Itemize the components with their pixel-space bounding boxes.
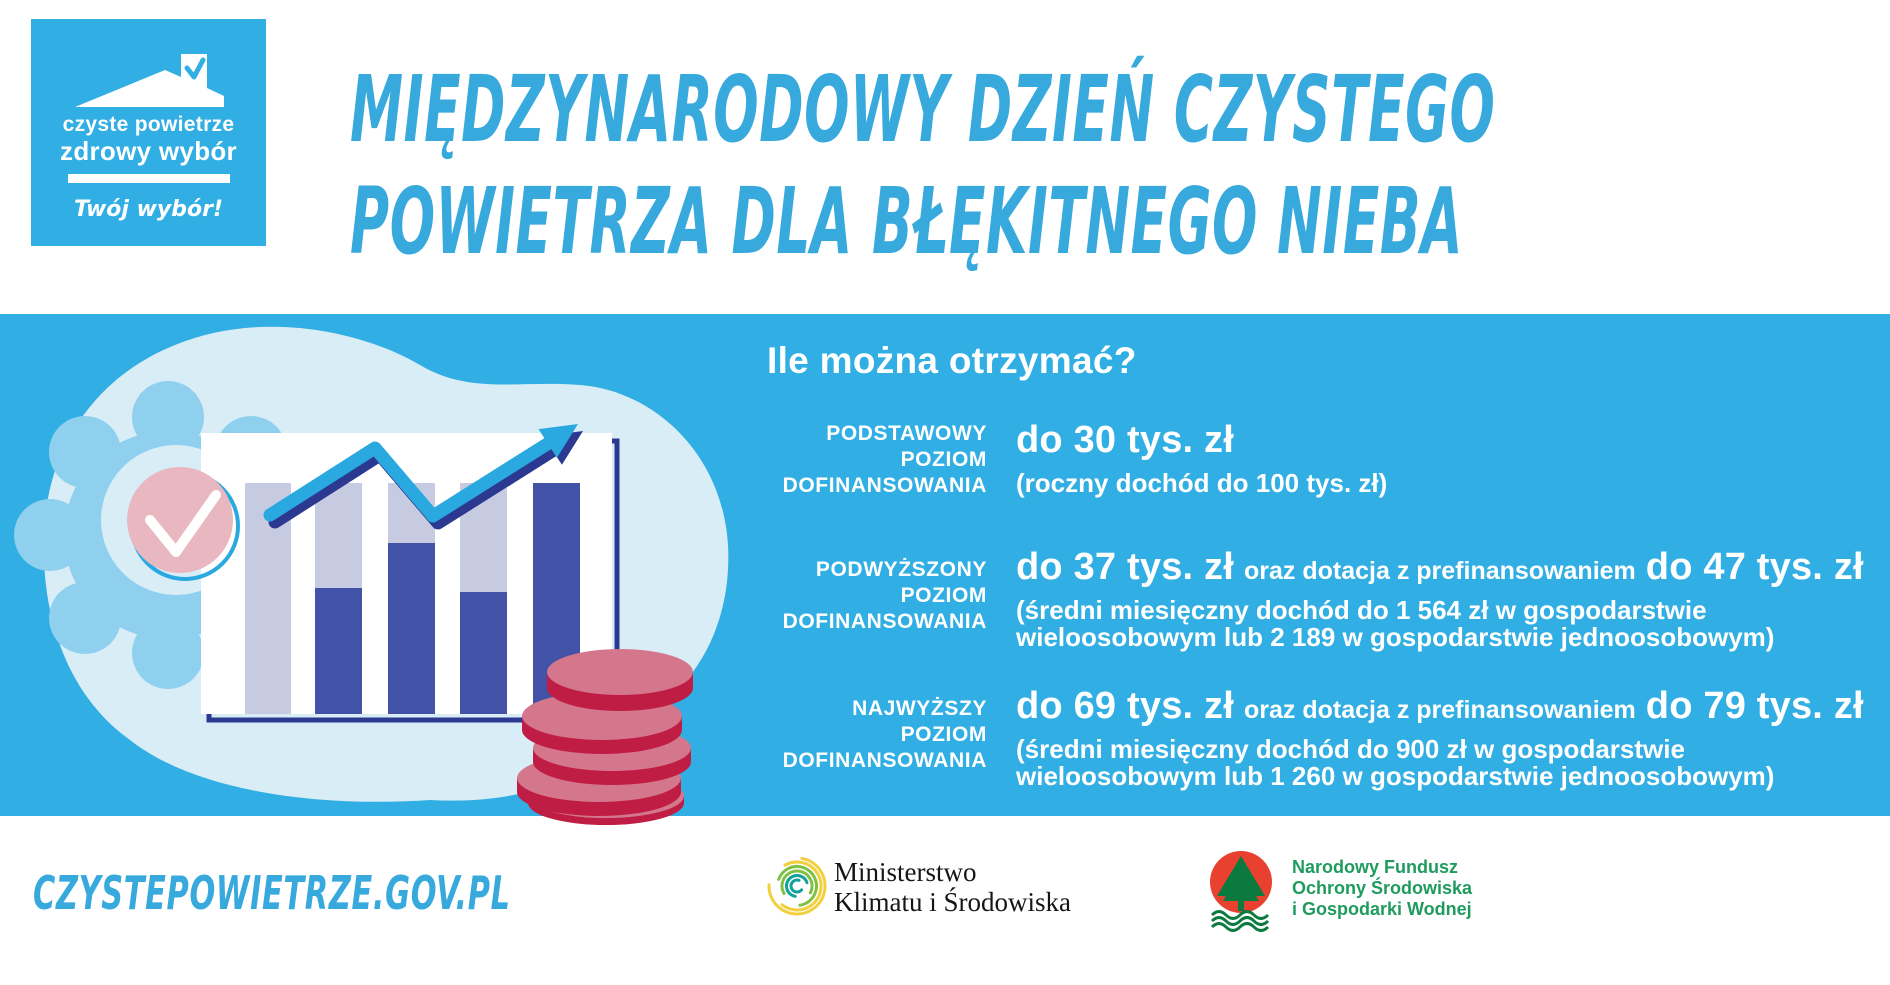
tier3-middle-text: oraz dotacja z prefinansowaniem xyxy=(1244,696,1636,724)
tier2-note: (średni miesięczny dochód do 1 564 zł w … xyxy=(1016,595,1775,652)
tier3-content: do 69 tys. zł oraz dotacja z prefinansowa… xyxy=(1016,685,1864,790)
house-logo-icon xyxy=(74,54,224,107)
tier1-amount: do 30 tys. zł xyxy=(1016,419,1235,461)
fund-name: Narodowy Fundusz Ochrony Środowiska i Go… xyxy=(1292,857,1473,919)
section-heading: Ile można otrzymać? xyxy=(767,340,1137,381)
fund-tree-icon xyxy=(1210,851,1272,932)
brand-tagline: Twój wybór! xyxy=(73,197,224,222)
page-title-line2: POWIETRZA DLA BŁĘKITNEGO NIEBA xyxy=(350,168,1463,275)
tier1-label: PODSTAWOWY POZIOM DOFINANSOWANIA xyxy=(782,422,987,497)
tier3-label: NAJWYŻSZY POZIOM DOFINANSOWANIA xyxy=(782,697,987,772)
tier2-label: PODWYŻSZONY POZIOM DOFINANSOWANIA xyxy=(782,558,987,633)
tier1-note: (roczny dochód do 100 tys. zł) xyxy=(1016,468,1388,498)
tier2-content: do 37 tys. zł oraz dotacja z prefinansowa… xyxy=(1016,546,1864,651)
page-title: MIĘDZYNARODOWY DZIEŃ CZYSTEGO POWIETRZA … xyxy=(350,54,1890,278)
tier2-amount: do 37 tys. zł xyxy=(1016,546,1235,588)
ministry-name: Ministerstwo Klimatu i Środowiska xyxy=(834,857,1071,917)
ministry-swirl-icon xyxy=(767,856,827,916)
tier3-amount: do 69 tys. zł xyxy=(1016,685,1235,727)
brand-divider xyxy=(67,174,230,183)
tier2-amount2: do 47 tys. zł xyxy=(1645,546,1864,588)
website-url: CZYSTEPOWIETRZE.GOV.PL xyxy=(33,866,511,920)
page-title-line1: MIĘDZYNARODOWY DZIEŃ CZYSTEGO xyxy=(350,56,1496,163)
brand-name-line1: czyste powietrze xyxy=(62,113,235,136)
tier2-middle-text: oraz dotacja z prefinansowaniem xyxy=(1244,557,1636,585)
brand-badge: czyste powietrze zdrowy wybór Twój wybór… xyxy=(31,19,266,246)
tier3-amount2: do 79 tys. zł xyxy=(1645,685,1864,727)
tier1-content: do 30 tys. zł (roczny dochód do 100 tys.… xyxy=(1016,419,1387,497)
brand-name-line2: zdrowy wybór xyxy=(60,136,237,166)
tier3-note: (średni miesięczny dochód do 900 zł w go… xyxy=(1016,734,1775,791)
